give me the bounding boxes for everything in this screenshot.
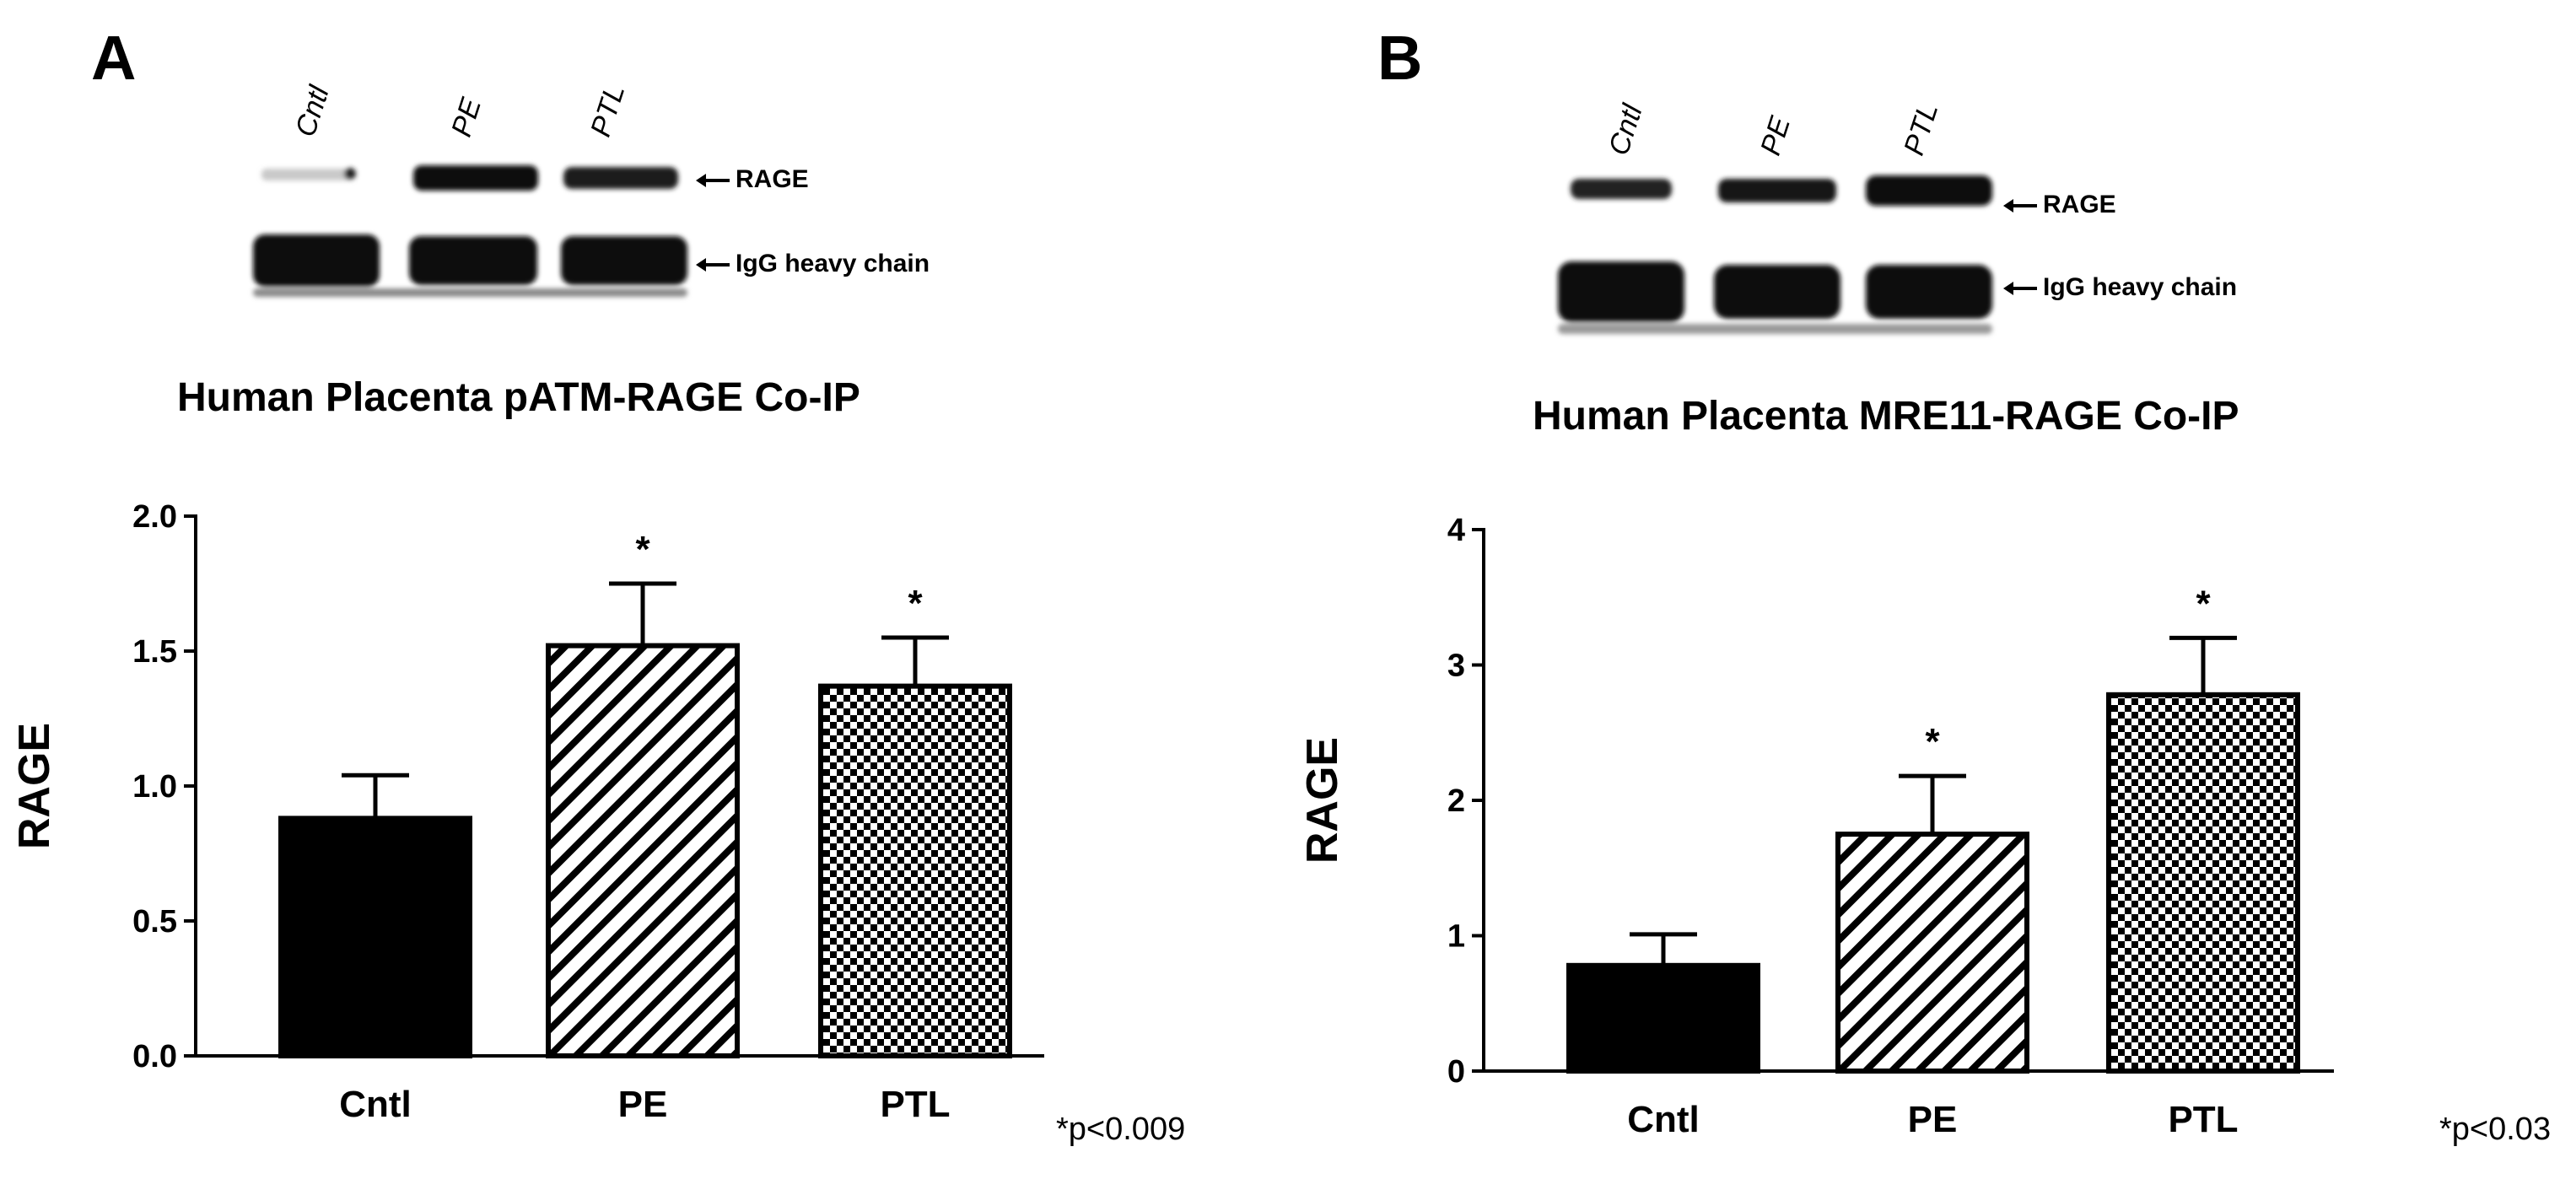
x-tick-label-ptl: PTL	[2168, 1099, 2238, 1140]
arrow-left-icon	[696, 258, 730, 272]
igg-bands	[253, 234, 687, 297]
arrow-left-icon	[696, 174, 730, 187]
x-tick-label-pe: PE	[1908, 1099, 1958, 1140]
panel-a: A Cntl PE PTL RAGE IgG hea	[10, 23, 1186, 1148]
lane-label-pe: PE	[445, 94, 488, 141]
panel-letter: B	[1377, 23, 1423, 93]
significance-note: *p<0.009	[1056, 1112, 1186, 1147]
rage-bands	[1571, 175, 1992, 206]
significance-star: *	[2196, 583, 2211, 624]
igg-bands	[1558, 261, 1992, 334]
lane-label-ptl: PTL	[1897, 99, 1945, 159]
western-blot-image	[1558, 175, 1992, 334]
bar-chart: 0 1 2 3 4 RAGE Cntl * PE * PTL	[1298, 513, 2334, 1140]
bar-cntl	[1566, 962, 1760, 1074]
chart-title: Human Placenta MRE11-RAGE Co-IP	[1533, 394, 2239, 439]
y-axis-label: RAGE	[1298, 737, 1347, 864]
y-tick-label: 1.0	[132, 769, 177, 805]
y-tick-label: 0	[1447, 1054, 1465, 1090]
panel-b: B Cntl PE PTL RAGE IgG heavy chain Human…	[1288, 0, 2576, 1179]
bar-cntl	[278, 816, 472, 1058]
y-tick-label: 2	[1447, 783, 1465, 819]
band-label-rage: RAGE	[736, 165, 809, 193]
chart-title: Human Placenta pATM-RAGE Co-IP	[177, 375, 860, 420]
lane-label-pe: PE	[1754, 112, 1797, 159]
bar-pe	[546, 643, 740, 1058]
x-tick-label-ptl: PTL	[880, 1084, 950, 1125]
y-tick-label: 2.0	[132, 499, 177, 535]
lane-label-cntl: Cntl	[1602, 100, 1649, 159]
band-label-rage: RAGE	[2043, 191, 2116, 218]
bar-ptl	[2106, 692, 2300, 1074]
arrow-left-icon	[2003, 199, 2037, 213]
y-tick-label: 3	[1447, 649, 1465, 684]
bar-chart: 0.0 0.5 1.0 1.5 2.0 RAGE Cntl * PE * PTL	[10, 499, 1044, 1125]
x-tick-label-cntl: Cntl	[339, 1084, 412, 1125]
x-tick-label-cntl: Cntl	[1627, 1099, 1700, 1140]
y-axis-label: RAGE	[10, 723, 59, 849]
bar-ptl	[818, 683, 1012, 1058]
x-tick-label-pe: PE	[618, 1084, 668, 1125]
significance-star: *	[908, 583, 923, 624]
band-label-igg: IgG heavy chain	[2043, 273, 2238, 301]
lane-label-cntl: Cntl	[288, 82, 336, 141]
y-tick-label: 0.5	[132, 904, 177, 939]
rage-bands	[261, 165, 678, 191]
y-tick-label: 4	[1447, 513, 1465, 548]
lane-label-ptl: PTL	[584, 80, 632, 141]
western-blot-image	[253, 165, 687, 297]
y-tick-label: 0.0	[132, 1039, 177, 1074]
bar-pe	[1835, 832, 2029, 1074]
band-label-igg: IgG heavy chain	[736, 250, 930, 277]
panel-letter: A	[91, 23, 137, 93]
y-tick-label: 1	[1447, 919, 1465, 955]
significance-note: *p<0.03	[2439, 1112, 2552, 1147]
significance-star: *	[1925, 721, 1940, 762]
significance-star: *	[635, 529, 650, 570]
y-tick-label: 1.5	[132, 634, 177, 670]
arrow-left-icon	[2003, 282, 2037, 295]
